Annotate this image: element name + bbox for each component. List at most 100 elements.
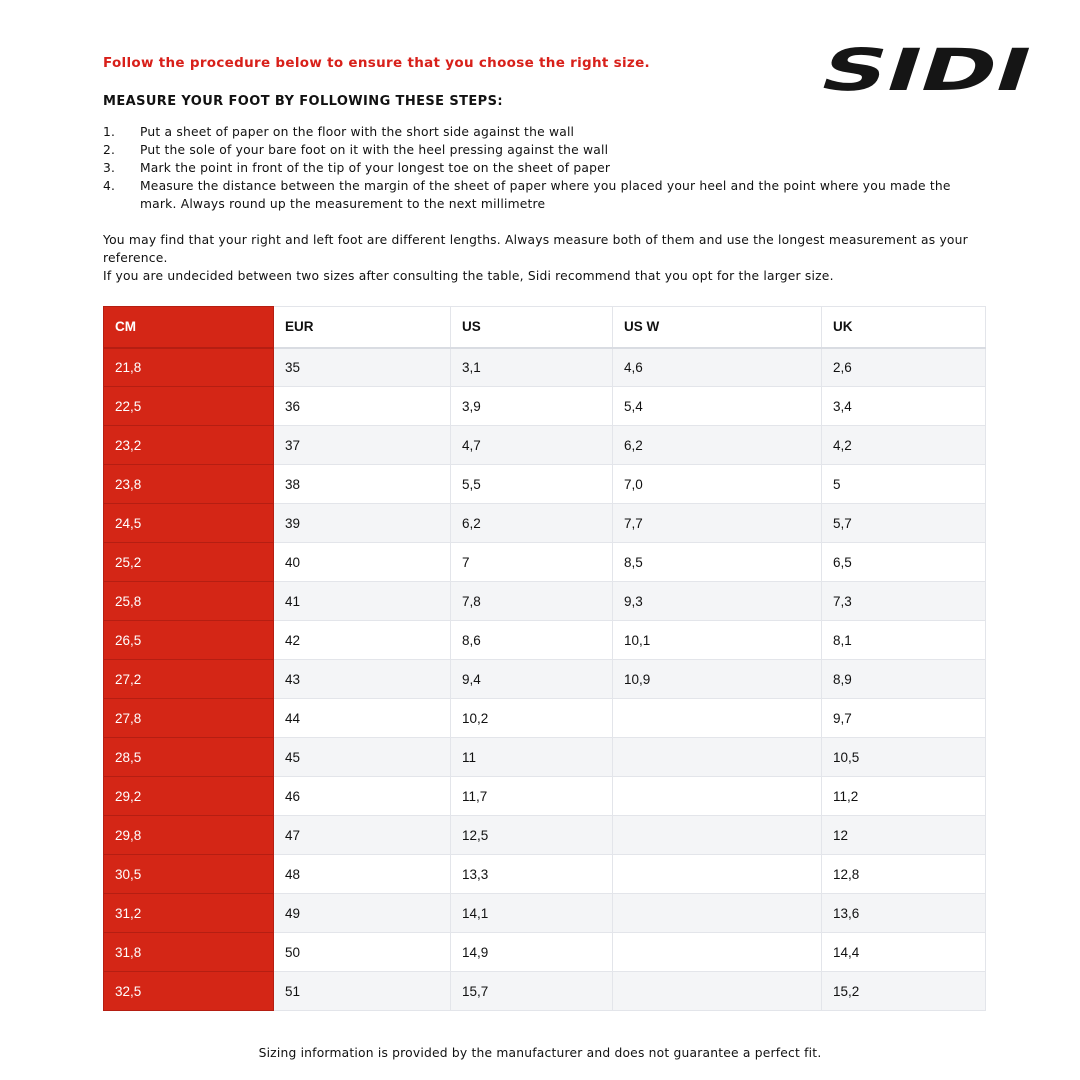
cell-us: 14,9 bbox=[450, 932, 613, 972]
table-row: 21,8 35 3,1 4,6 2,6 bbox=[103, 347, 986, 387]
cell-us: 9,4 bbox=[450, 659, 613, 699]
cell-cm: 32,5 bbox=[103, 971, 274, 1011]
table-row: 31,8 50 14,9 14,4 bbox=[103, 932, 986, 972]
cell-cm: 31,8 bbox=[103, 932, 274, 972]
table-row: 31,2 49 14,1 13,6 bbox=[103, 893, 986, 933]
step-item: 1. Put a sheet of paper on the floor with… bbox=[103, 123, 983, 141]
step-item: 2. Put the sole of your bare foot on it w… bbox=[103, 141, 983, 159]
steps-list: 1. Put a sheet of paper on the floor with… bbox=[103, 123, 983, 213]
cell-cm: 25,2 bbox=[103, 542, 274, 582]
cell-us-w: 9,3 bbox=[612, 581, 822, 621]
cell-eur: 42 bbox=[273, 620, 451, 660]
header-eur: EUR bbox=[273, 306, 451, 349]
cell-uk: 11,2 bbox=[821, 776, 986, 816]
svg-text:SIDI: SIDI bbox=[816, 40, 1030, 96]
cell-cm: 23,8 bbox=[103, 464, 274, 504]
cell-eur: 44 bbox=[273, 698, 451, 738]
size-table: CM EUR US US W UK 21,8 35 3,1 4,6 2,6 22,5 36 3… bbox=[103, 306, 986, 1011]
cell-eur: 43 bbox=[273, 659, 451, 699]
table-row: 23,8 38 5,5 7,0 5 bbox=[103, 464, 986, 504]
cell-eur: 40 bbox=[273, 542, 451, 582]
cell-us: 13,3 bbox=[450, 854, 613, 894]
cell-cm: 22,5 bbox=[103, 386, 274, 426]
cell-eur: 48 bbox=[273, 854, 451, 894]
cell-uk: 4,2 bbox=[821, 425, 986, 465]
cell-us: 15,7 bbox=[450, 971, 613, 1011]
cell-eur: 36 bbox=[273, 386, 451, 426]
intro-text: Follow the procedure below to ensure tha… bbox=[103, 55, 650, 71]
cell-uk: 9,7 bbox=[821, 698, 986, 738]
cell-cm: 27,8 bbox=[103, 698, 274, 738]
cell-us-w: 7,7 bbox=[612, 503, 822, 543]
cell-us-w bbox=[612, 737, 822, 777]
step-number: 4. bbox=[103, 179, 116, 193]
table-row: 27,8 44 10,2 9,7 bbox=[103, 698, 986, 738]
cell-uk: 2,6 bbox=[821, 347, 986, 387]
table-row: 25,2 40 7 8,5 6,5 bbox=[103, 542, 986, 582]
cell-cm: 27,2 bbox=[103, 659, 274, 699]
cell-uk: 13,6 bbox=[821, 893, 986, 933]
cell-eur: 39 bbox=[273, 503, 451, 543]
table-row: 27,2 43 9,4 10,9 8,9 bbox=[103, 659, 986, 699]
header-cm: CM bbox=[103, 306, 274, 349]
cell-eur: 51 bbox=[273, 971, 451, 1011]
sidi-logo: SIDI bbox=[816, 40, 1030, 96]
cell-us: 14,1 bbox=[450, 893, 613, 933]
step-number: 2. bbox=[103, 143, 116, 157]
cell-cm: 30,5 bbox=[103, 854, 274, 894]
header-us-w: US W bbox=[612, 306, 822, 349]
cell-eur: 49 bbox=[273, 893, 451, 933]
cell-us: 4,7 bbox=[450, 425, 613, 465]
cell-uk: 3,4 bbox=[821, 386, 986, 426]
cell-us-w bbox=[612, 854, 822, 894]
step-text: Put the sole of your bare foot on it wit… bbox=[140, 143, 609, 157]
note-lengths: You may find that your right and left fo… bbox=[103, 233, 968, 265]
cell-us: 3,1 bbox=[450, 347, 613, 387]
notes: You may find that your right and left fo… bbox=[103, 231, 988, 285]
cell-us: 11,7 bbox=[450, 776, 613, 816]
cell-eur: 37 bbox=[273, 425, 451, 465]
cell-us-w: 5,4 bbox=[612, 386, 822, 426]
cell-cm: 29,8 bbox=[103, 815, 274, 855]
table-row: 28,5 45 11 10,5 bbox=[103, 737, 986, 777]
cell-uk: 12,8 bbox=[821, 854, 986, 894]
cell-cm: 31,2 bbox=[103, 893, 274, 933]
table-row: 29,8 47 12,5 12 bbox=[103, 815, 986, 855]
table-row: 29,2 46 11,7 11,2 bbox=[103, 776, 986, 816]
cell-eur: 41 bbox=[273, 581, 451, 621]
disclaimer: Sizing information is provided by the ma… bbox=[258, 1046, 822, 1060]
cell-eur: 45 bbox=[273, 737, 451, 777]
cell-uk: 14,4 bbox=[821, 932, 986, 972]
cell-us-w bbox=[612, 971, 822, 1011]
table-row: 26,5 42 8,6 10,1 8,1 bbox=[103, 620, 986, 660]
cell-cm: 23,2 bbox=[103, 425, 274, 465]
cell-uk: 5 bbox=[821, 464, 986, 504]
cell-eur: 46 bbox=[273, 776, 451, 816]
cell-us-w: 7,0 bbox=[612, 464, 822, 504]
table-row: 30,5 48 13,3 12,8 bbox=[103, 854, 986, 894]
cell-uk: 6,5 bbox=[821, 542, 986, 582]
cell-eur: 35 bbox=[273, 347, 451, 387]
cell-uk: 8,1 bbox=[821, 620, 986, 660]
cell-us: 6,2 bbox=[450, 503, 613, 543]
step-number: 1. bbox=[103, 125, 116, 139]
table-row: 32,5 51 15,7 15,2 bbox=[103, 971, 986, 1011]
cell-us: 10,2 bbox=[450, 698, 613, 738]
cell-cm: 21,8 bbox=[103, 347, 274, 387]
step-text: Put a sheet of paper on the floor with t… bbox=[140, 125, 575, 139]
step-item: 4. Measure the distance between the margi… bbox=[103, 177, 983, 213]
cell-us-w: 4,6 bbox=[612, 347, 822, 387]
cell-uk: 5,7 bbox=[821, 503, 986, 543]
cell-us-w: 6,2 bbox=[612, 425, 822, 465]
step-item: 3. Mark the point in front of the tip of … bbox=[103, 159, 983, 177]
table-row: 22,5 36 3,9 5,4 3,4 bbox=[103, 386, 986, 426]
step-text: Measure the distance between the margin … bbox=[140, 179, 951, 211]
cell-uk: 15,2 bbox=[821, 971, 986, 1011]
cell-uk: 12 bbox=[821, 815, 986, 855]
cell-us: 11 bbox=[450, 737, 613, 777]
cell-us: 8,6 bbox=[450, 620, 613, 660]
cell-uk: 7,3 bbox=[821, 581, 986, 621]
cell-eur: 47 bbox=[273, 815, 451, 855]
cell-us: 5,5 bbox=[450, 464, 613, 504]
cell-us-w: 8,5 bbox=[612, 542, 822, 582]
